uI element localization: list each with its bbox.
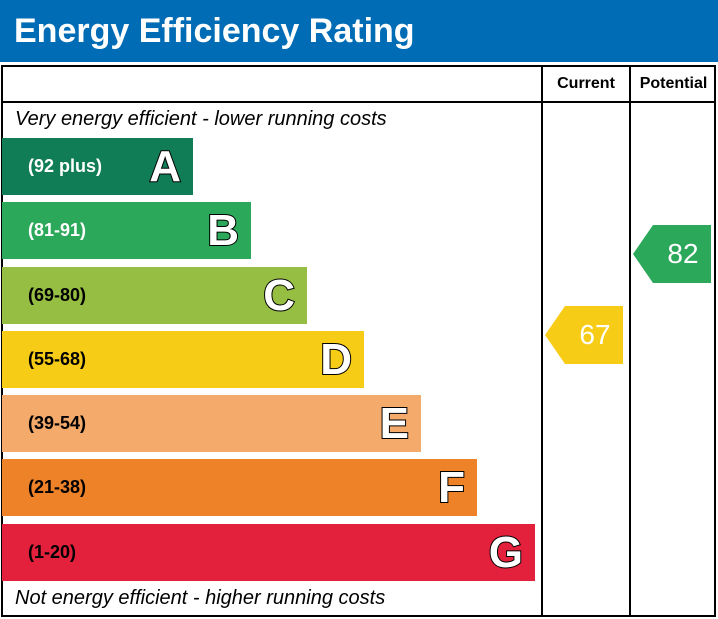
band-range: (1-20) — [28, 542, 77, 562]
band-b: (81-91) B — [2, 202, 251, 259]
band-d: (55-68) D — [2, 331, 364, 388]
band-e: (39-54) E — [2, 395, 421, 452]
potential-rating-value: 82 — [667, 238, 699, 269]
band-range: (92 plus) — [28, 156, 103, 176]
band-c: (69-80) C — [2, 267, 307, 324]
band-f: (21-38) F — [2, 459, 477, 516]
divider — [629, 65, 631, 617]
band-a: (92 plus) A — [2, 138, 193, 195]
bottom-note: Not energy efficient - higher running co… — [15, 587, 386, 609]
band-letter: B — [206, 205, 240, 256]
band-range: (81-91) — [28, 220, 87, 240]
chart-title: Energy Efficiency Rating — [0, 0, 718, 62]
band-range: (69-80) — [28, 285, 87, 305]
band-letter: G — [488, 527, 524, 578]
band-range: (55-68) — [28, 349, 87, 369]
potential-column-header: Potential — [639, 75, 708, 92]
band-range: (39-54) — [28, 413, 87, 433]
top-note: Very energy efficient - lower running co… — [15, 108, 387, 130]
current-rating-arrow: 67 — [545, 306, 623, 364]
band-letter: A — [148, 141, 182, 192]
band-g: (1-20) G — [2, 524, 535, 581]
current-column-header: Current — [557, 75, 615, 92]
potential-rating-arrow: 82 — [633, 225, 711, 283]
divider — [1, 101, 716, 103]
current-rating-value: 67 — [579, 319, 611, 350]
band-letter: D — [319, 334, 353, 385]
band-letter: E — [379, 398, 410, 449]
band-range: (21-38) — [28, 477, 87, 497]
band-letter: C — [262, 270, 296, 321]
band-letter: F — [437, 462, 466, 513]
divider — [541, 65, 543, 617]
